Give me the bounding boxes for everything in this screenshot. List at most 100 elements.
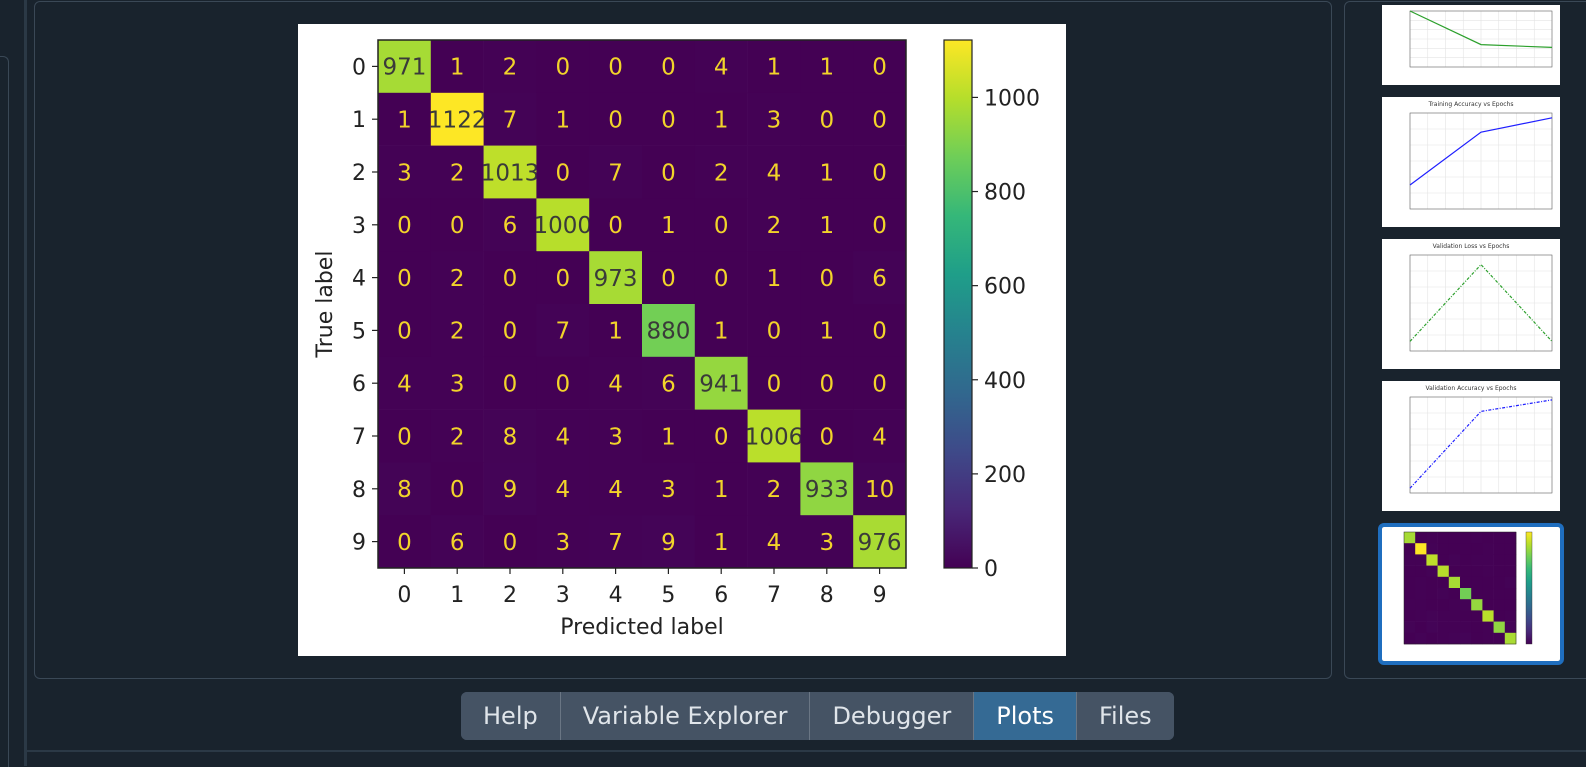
matrix-cell — [1415, 632, 1427, 645]
matrix-cell — [589, 92, 643, 146]
matrix-cell — [1437, 532, 1450, 544]
tab-variable-explorer[interactable]: Variable Explorer — [560, 692, 811, 740]
cell-value-label: 4 — [767, 530, 782, 556]
cell-value-label: 976 — [858, 530, 902, 556]
matrix-cell — [1460, 576, 1472, 589]
plot-thumbnail[interactable] — [1378, 523, 1564, 665]
matrix-cell — [1415, 576, 1427, 589]
cell-value-label: 1 — [819, 55, 834, 81]
matrix-cell — [1504, 554, 1517, 566]
matrix-cell — [483, 304, 537, 358]
matrix-cell — [483, 145, 537, 199]
matrix-cell — [1437, 621, 1450, 634]
cell-value-label: 3 — [767, 107, 782, 133]
cell-value-label: 4 — [767, 160, 782, 186]
tab-files[interactable]: Files — [1077, 692, 1174, 740]
matrix-cell — [853, 515, 907, 569]
matrix-cell — [1415, 588, 1427, 600]
matrix-cell — [1404, 576, 1416, 589]
matrix-cell — [642, 515, 696, 569]
matrix-cell — [800, 92, 854, 146]
matrix-cell — [1437, 554, 1450, 566]
plot-thumbnail[interactable]: Training Accuracy vs Epochs — [1382, 97, 1560, 227]
plot-thumbnail[interactable] — [1382, 5, 1560, 85]
matrix-cell — [378, 356, 432, 410]
matrix-cell — [536, 515, 590, 569]
matrix-cell — [1404, 532, 1416, 544]
matrix-cell — [1504, 543, 1517, 555]
thumbnail-axes — [1409, 10, 1553, 68]
cell-value-label: 2 — [714, 160, 729, 186]
cell-value-label: 2 — [450, 319, 465, 345]
thumbnail-chart — [1409, 10, 1553, 68]
cell-value-label: 0 — [608, 107, 623, 133]
matrix-cell — [589, 145, 643, 199]
matrix-cell — [1471, 554, 1483, 566]
cell-value-label: 0 — [555, 55, 570, 81]
matrix-cell — [589, 515, 643, 569]
matrix-cell — [1404, 621, 1416, 634]
matrix-cell — [1504, 610, 1517, 622]
matrix-cell — [642, 198, 696, 252]
matrix-cell — [694, 515, 748, 569]
matrix-cell — [1482, 543, 1494, 555]
matrix-cell — [1493, 532, 1506, 544]
confusion-matrix-chart: 971 1 2 0 0 0 4 1 1 01 1122 7 1 0 0 1 3 0 03 2 1013 0 7 0 2 4 1 00 0… — [313, 39, 1040, 640]
cell-value-label: 2 — [767, 477, 782, 503]
matrix-cell — [483, 356, 537, 410]
matrix-cell — [800, 40, 854, 94]
cell-value-label: 0 — [397, 213, 412, 239]
cell-value-label: 2 — [450, 266, 465, 292]
cell-value-label: 0 — [872, 319, 887, 345]
matrix-cell — [430, 409, 484, 463]
cell-value-label: 1 — [555, 107, 570, 133]
cell-value-label: 1 — [767, 266, 782, 292]
matrix-cell — [1471, 632, 1483, 645]
cell-value-label: 4 — [872, 424, 887, 450]
matrix-cell — [536, 40, 590, 94]
matrix-cell — [1426, 621, 1438, 634]
matrix-cell — [1448, 554, 1461, 566]
matrix-cell — [853, 304, 907, 358]
matrix-cell — [378, 92, 432, 146]
cell-value-label: 9 — [661, 530, 676, 556]
colorbar-tick-label: 400 — [984, 369, 1026, 394]
cell-value-label: 973 — [594, 266, 638, 292]
matrix-cell — [1415, 543, 1427, 555]
cell-value-label: 941 — [699, 371, 743, 397]
cell-value-label: 3 — [555, 530, 570, 556]
cell-value-label: 1 — [714, 319, 729, 345]
tab-help[interactable]: Help — [461, 692, 561, 740]
cell-value-label: 1013 — [481, 160, 540, 186]
plot-thumbnail[interactable]: Validation Accuracy vs Epochs — [1382, 381, 1560, 511]
matrix-cell — [642, 356, 696, 410]
cell-value-label: 7 — [555, 319, 570, 345]
matrix-cell — [1471, 599, 1483, 611]
matrix-cell — [1415, 599, 1427, 611]
plot-thumbnail[interactable]: Validation Loss vs Epochs — [1382, 239, 1560, 369]
tab-plots[interactable]: Plots — [974, 692, 1077, 740]
cell-value-label: 1 — [819, 319, 834, 345]
matrix-cell — [589, 251, 643, 305]
cell-value-label: 7 — [608, 530, 623, 556]
x-tick-label: 9 — [873, 583, 887, 608]
matrix-cell — [1493, 599, 1506, 611]
cell-value-label: 0 — [397, 530, 412, 556]
cell-value-label: 0 — [872, 213, 887, 239]
pane-splitter[interactable] — [24, 0, 27, 766]
matrix-cell — [536, 304, 590, 358]
cell-value-label: 4 — [608, 371, 623, 397]
matrix-cell — [853, 251, 907, 305]
matrix-cell — [1504, 576, 1517, 589]
matrix-cell — [747, 145, 801, 199]
tab-debugger[interactable]: Debugger — [810, 692, 975, 740]
cell-value-label: 933 — [805, 477, 849, 503]
x-tick-label: 7 — [767, 583, 781, 608]
matrix-cell — [1460, 554, 1472, 566]
matrix-cell — [800, 409, 854, 463]
cell-value-label: 0 — [661, 160, 676, 186]
matrix-cell — [378, 515, 432, 569]
matrix-cell — [747, 356, 801, 410]
matrix-cell — [1460, 599, 1472, 611]
cell-value-label: 3 — [450, 371, 465, 397]
